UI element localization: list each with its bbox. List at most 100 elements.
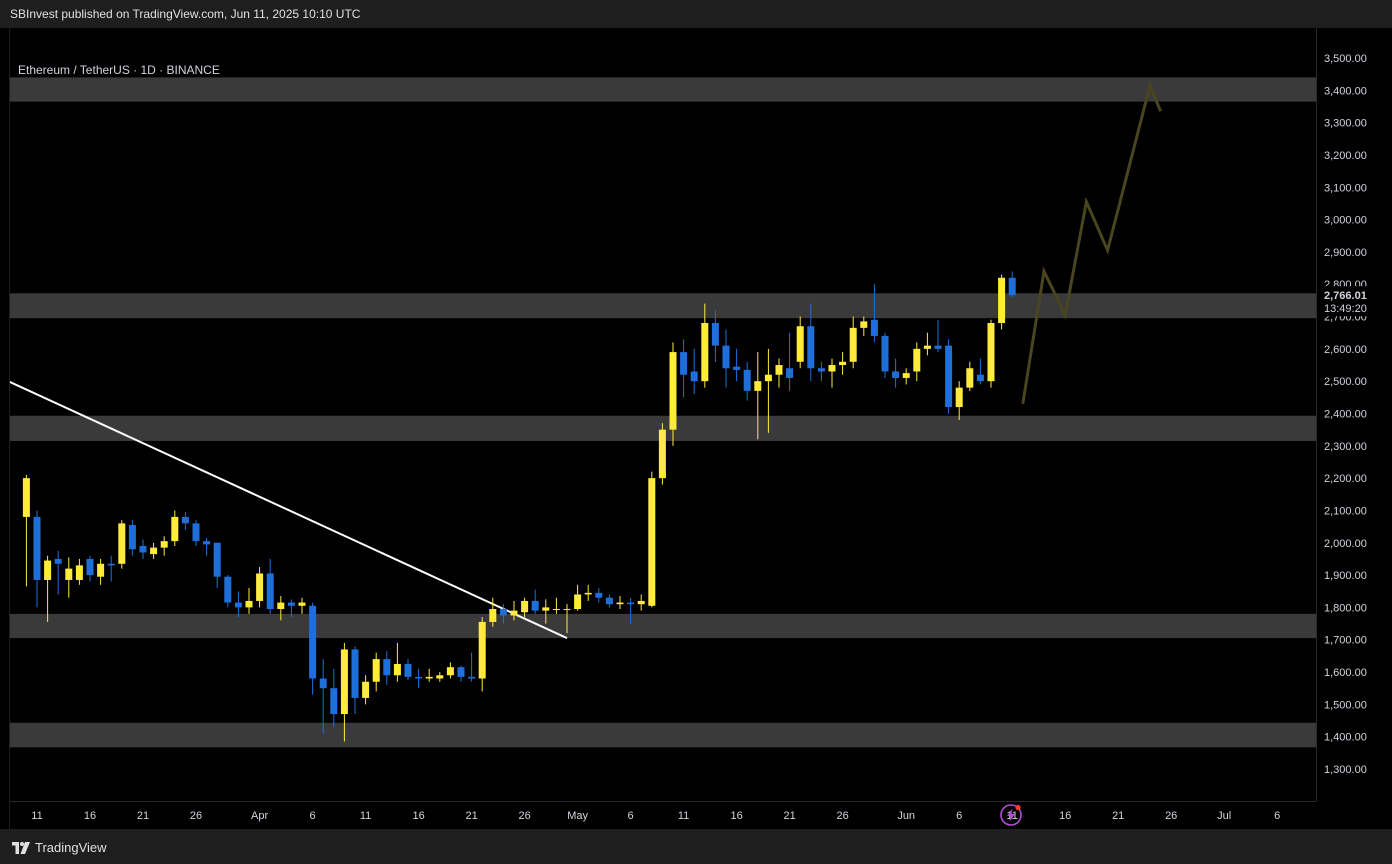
candle xyxy=(404,659,412,681)
candle-body xyxy=(65,568,73,580)
candle xyxy=(860,316,868,336)
candle-body xyxy=(277,602,285,610)
candle xyxy=(754,352,762,440)
time-tick-label: 26 xyxy=(190,810,202,822)
candle xyxy=(934,319,942,353)
candle xyxy=(287,599,295,618)
tradingview-logo[interactable]: TradingView xyxy=(12,840,107,855)
candle-body xyxy=(457,667,465,677)
candle xyxy=(256,567,264,608)
candle-body xyxy=(383,659,391,676)
candle xyxy=(171,510,179,547)
candle-body xyxy=(256,573,264,601)
candle-body xyxy=(309,605,317,679)
candle-body xyxy=(754,381,762,391)
chart-footer: TradingView xyxy=(0,829,1392,864)
candle-body xyxy=(446,667,454,676)
candle-body xyxy=(319,678,327,689)
symbol-label[interactable]: Ethereum / TetherUS · 1D · BINANCE xyxy=(18,63,220,77)
candle xyxy=(764,348,772,433)
candle xyxy=(510,600,518,621)
brand-name: TradingView xyxy=(35,840,107,855)
zone-4 xyxy=(10,722,1316,748)
candle xyxy=(436,672,444,682)
candle xyxy=(340,642,348,742)
time-tick-label: 11 xyxy=(678,810,689,822)
candle xyxy=(213,542,221,589)
candle xyxy=(658,423,666,485)
publish-note: SBInvest published on TradingView.com, J… xyxy=(10,7,361,21)
candle-body xyxy=(913,348,921,372)
candle-body xyxy=(499,609,507,616)
candle xyxy=(605,594,613,608)
candle-body xyxy=(722,345,730,369)
candle xyxy=(393,642,401,682)
candle-body xyxy=(976,374,984,382)
candle-body xyxy=(139,546,147,553)
candle-body xyxy=(701,323,709,382)
candle xyxy=(574,584,582,611)
price-tick-label: 3,100.00 xyxy=(1324,182,1367,194)
chart-header: SBInvest published on TradingView.com, J… xyxy=(0,0,1392,28)
time-tick-label: 26 xyxy=(836,810,848,822)
candle-body xyxy=(245,600,253,608)
candle xyxy=(372,652,380,692)
price-tick-label: 2,300.00 xyxy=(1324,441,1367,453)
candle-body xyxy=(160,541,168,548)
candle xyxy=(701,303,709,388)
candle xyxy=(913,342,921,382)
candle-body xyxy=(128,524,136,550)
candle xyxy=(499,604,507,624)
candle xyxy=(711,310,719,362)
candle-body xyxy=(22,478,30,517)
candle xyxy=(54,550,62,595)
price-chart[interactable]: 1,300.00 1,400.00 1,500.00 1,600.00 1,700.00… xyxy=(0,28,1392,829)
candle xyxy=(595,588,603,603)
candle xyxy=(955,381,963,420)
candle xyxy=(521,597,529,618)
candle xyxy=(245,588,253,614)
time-tick-label: 16 xyxy=(1059,810,1071,822)
candle-body xyxy=(266,573,274,610)
candle xyxy=(44,555,52,622)
candle-body xyxy=(97,563,105,577)
candle xyxy=(277,596,285,621)
chart-area[interactable]: 1,300.00 1,400.00 1,500.00 1,600.00 1,700.00… xyxy=(0,28,1392,829)
lightning-bolt-icon[interactable] xyxy=(1000,804,1022,826)
candle-body xyxy=(86,558,94,576)
candle-body xyxy=(340,649,348,715)
candle-body xyxy=(415,676,423,679)
candle-body xyxy=(616,602,624,605)
candle xyxy=(722,329,730,388)
candle-body xyxy=(1008,277,1016,296)
time-tick-label: 26 xyxy=(1165,810,1177,822)
candle-body xyxy=(775,365,783,375)
candle xyxy=(817,361,825,382)
candle-body xyxy=(839,361,847,366)
candle-body xyxy=(213,542,221,577)
candle-body xyxy=(287,602,295,606)
price-tick-label: 1,600.00 xyxy=(1324,667,1367,679)
candle-body xyxy=(192,523,200,542)
price-tick-label: 3,300.00 xyxy=(1324,118,1367,130)
candle-body xyxy=(637,600,645,605)
price-tick-label: 1,900.00 xyxy=(1324,570,1367,582)
candle xyxy=(319,659,327,734)
candle xyxy=(881,332,889,378)
time-tick-label: 6 xyxy=(310,810,316,822)
time-tick-label: 26 xyxy=(518,810,530,822)
candle xyxy=(945,339,953,414)
candle xyxy=(542,599,550,624)
candle xyxy=(139,539,147,559)
candle xyxy=(97,558,105,585)
candle xyxy=(563,604,571,634)
candle xyxy=(828,358,836,388)
candle xyxy=(86,555,94,582)
candle xyxy=(446,662,454,679)
candle xyxy=(987,319,995,388)
candle xyxy=(351,646,359,715)
candle-body xyxy=(658,429,666,479)
price-tick-label: 1,800.00 xyxy=(1324,602,1367,614)
candle-body xyxy=(436,675,444,679)
candle-body xyxy=(362,681,370,698)
